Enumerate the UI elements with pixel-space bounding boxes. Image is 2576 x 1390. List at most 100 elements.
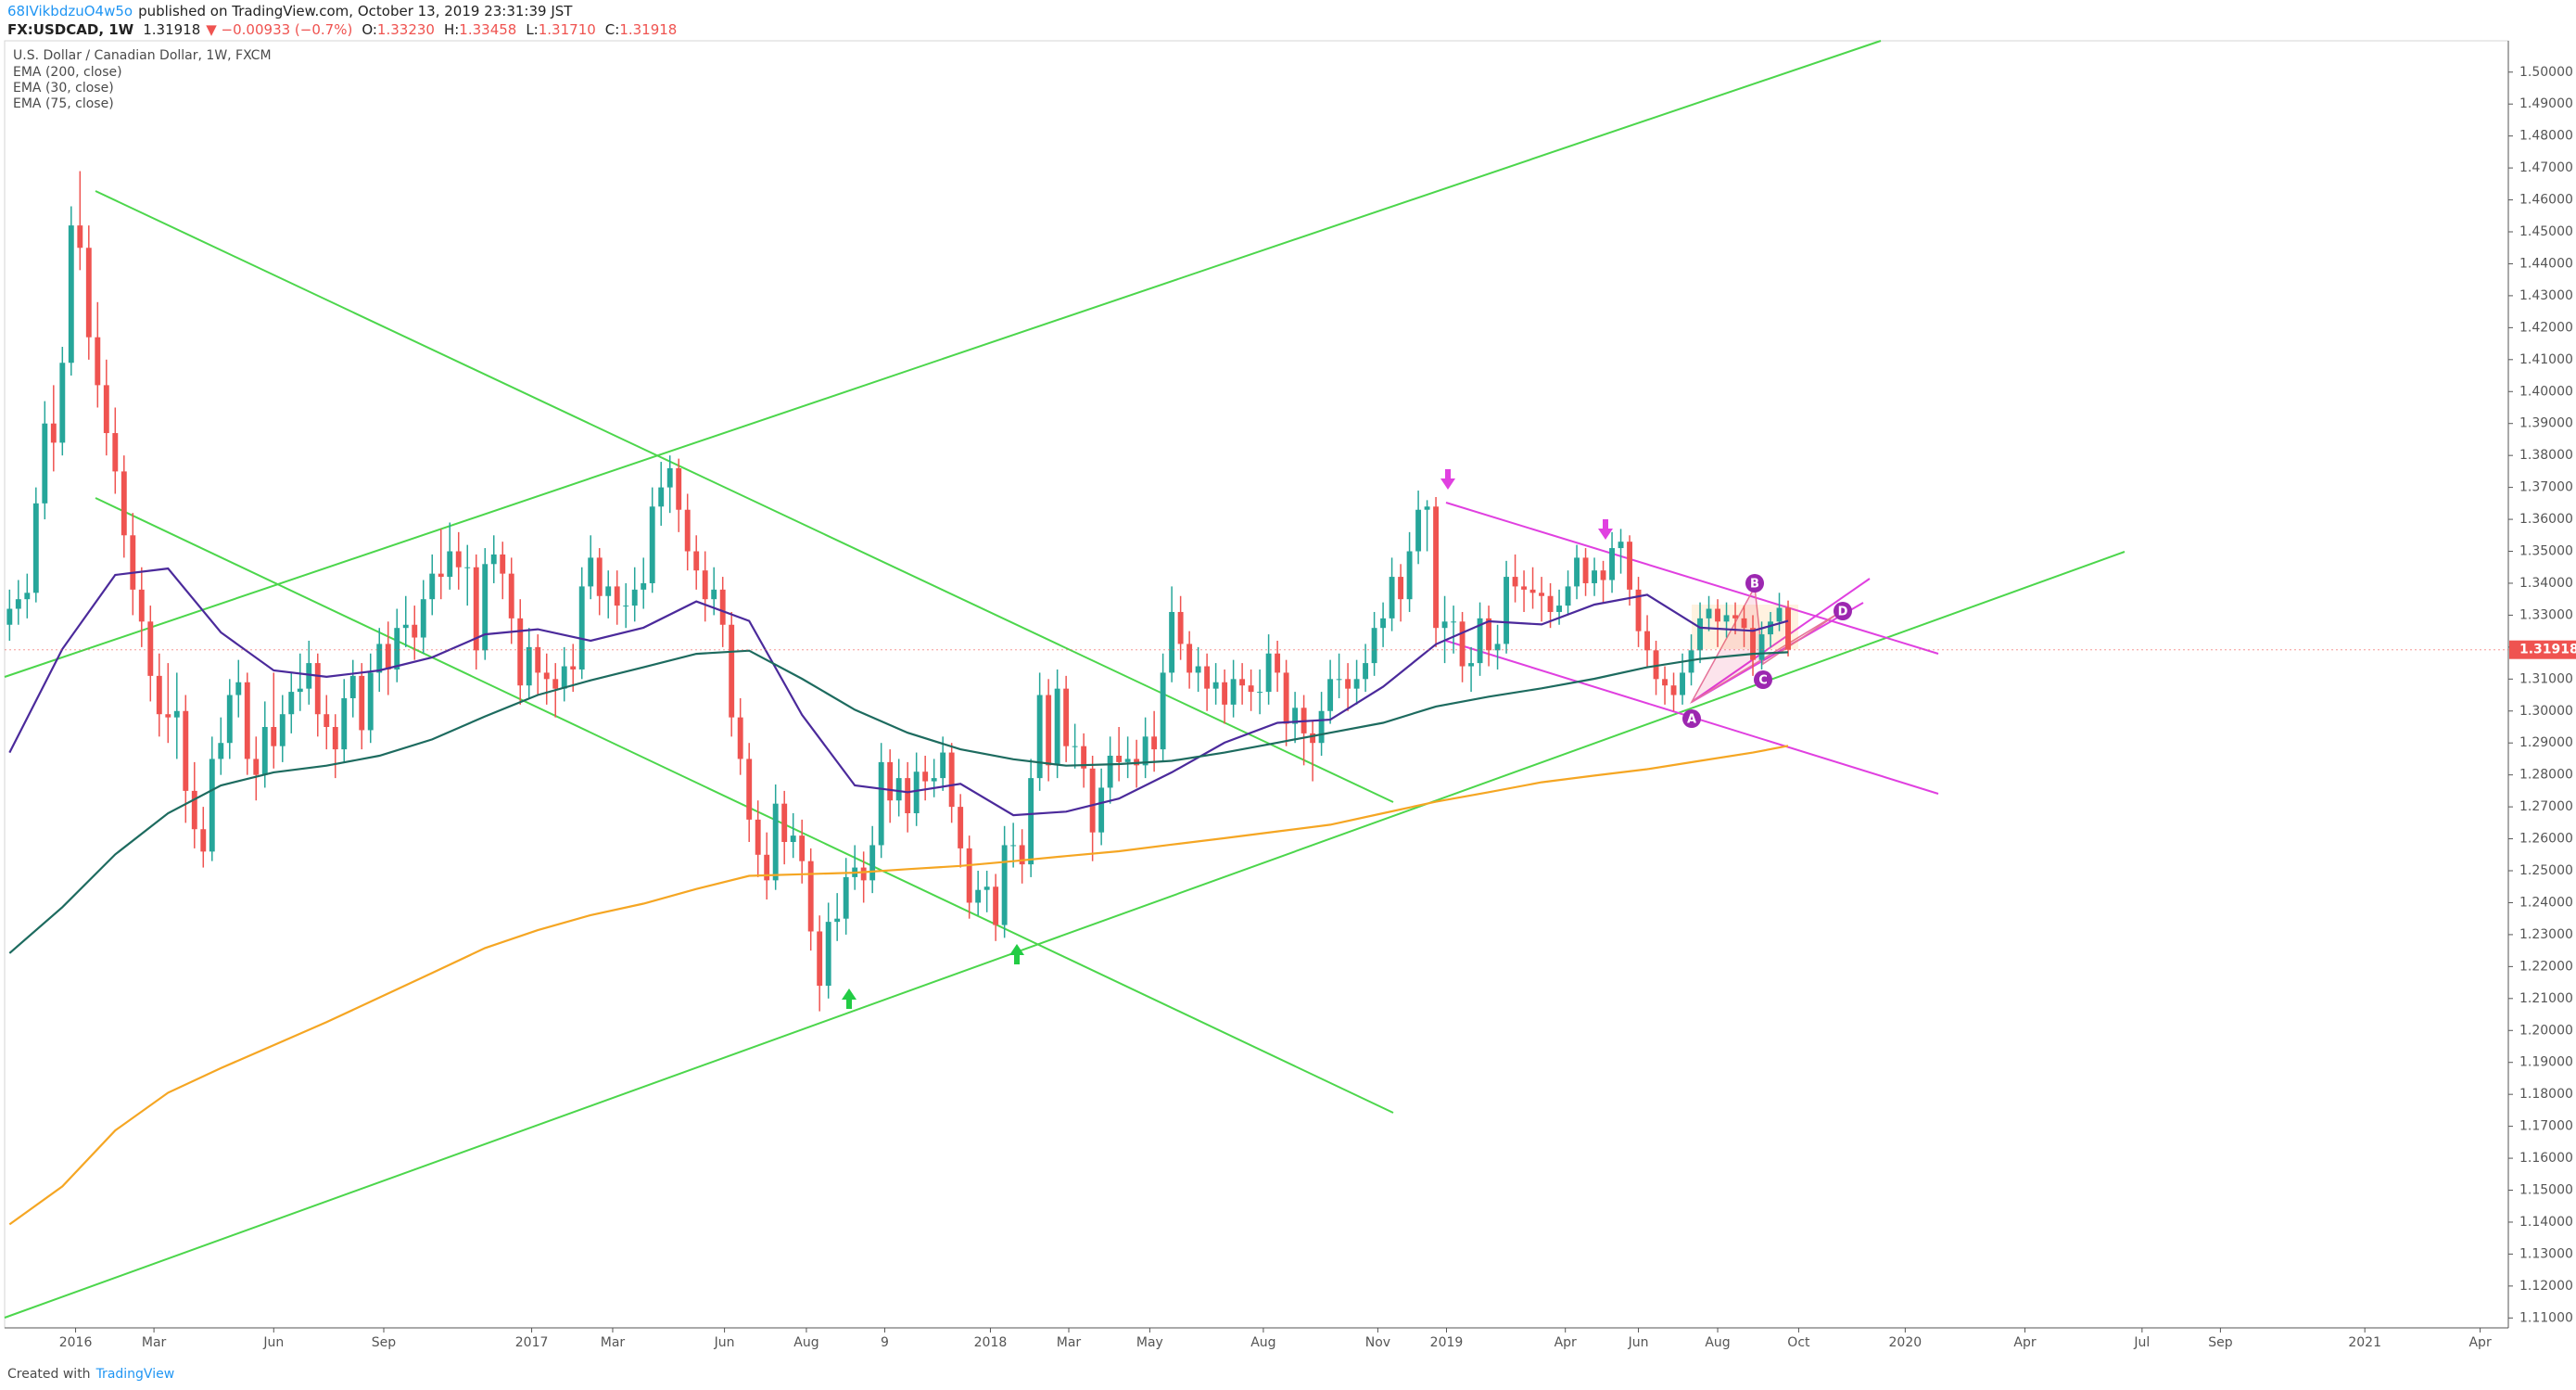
candle-body [112, 433, 119, 472]
pattern-point [1682, 709, 1701, 728]
candle-body [729, 624, 735, 718]
x-tick-label: Sep [2208, 1335, 2233, 1350]
candle-body [895, 778, 902, 801]
candle-body [85, 248, 92, 338]
y-tick-label: 1.26000 [2519, 832, 2573, 847]
candle-body [869, 845, 876, 881]
candle-body [1160, 672, 1166, 750]
candle-body [1019, 845, 1025, 865]
candle-body [1539, 593, 1545, 596]
candle-body [605, 586, 612, 596]
pattern-point [1754, 670, 1772, 689]
candle-body [394, 628, 400, 669]
candle-body [1512, 577, 1518, 587]
candle-body [1265, 653, 1272, 693]
x-tick-label: Aug [1250, 1335, 1275, 1350]
candle-body [975, 889, 982, 903]
candle-body [1556, 606, 1563, 612]
candle-body [1600, 570, 1606, 580]
trend-line [95, 190, 1394, 803]
candle-body [59, 363, 66, 443]
candle-body [288, 692, 295, 715]
candle-body [596, 557, 603, 596]
candle-body [95, 337, 101, 386]
trend-line [1691, 578, 1871, 703]
y-tick-label: 1.24000 [2519, 895, 2573, 910]
candle-body [1292, 708, 1299, 724]
candle-body [77, 225, 83, 249]
candle-body [1028, 778, 1034, 865]
header-line-2: FX:USDCAD, 1W 1.31918 ▼ −0.00933 (−0.7%) O:… [7, 21, 677, 38]
candle-body [412, 624, 418, 638]
candle-body [1504, 577, 1510, 644]
candle-body [482, 564, 489, 651]
x-tick-label: 2016 [59, 1335, 93, 1350]
x-tick-label: Apr [1554, 1335, 1577, 1350]
candle-body [138, 589, 145, 622]
candle-body [649, 506, 655, 583]
y-tick-label: 1.35000 [2519, 544, 2573, 559]
y-tick-label: 1.29000 [2519, 735, 2573, 750]
candle-body [887, 761, 894, 801]
candle-body [807, 861, 814, 932]
candle-body [817, 931, 823, 987]
x-tick-label: 2021 [2348, 1335, 2381, 1350]
candle-body [702, 570, 708, 600]
candle-body [755, 819, 761, 855]
candle-body [614, 586, 620, 606]
candle-body [1063, 688, 1070, 746]
candle-body [631, 589, 638, 606]
candle-body [1001, 845, 1008, 925]
candle-body [455, 551, 462, 567]
x-tick-label: Apr [2013, 1335, 2036, 1350]
candle-body [1785, 607, 1791, 650]
candle-body [173, 710, 180, 718]
candle-body [1627, 542, 1632, 590]
candle-body [332, 726, 338, 750]
candle-body [834, 918, 841, 923]
ema-line [8, 567, 1789, 817]
legend-entry: EMA (200, close) [13, 65, 122, 80]
header-line-1: 68IVikbdzuO4w5o published on TradingView.… [7, 3, 573, 19]
candle-body [578, 586, 585, 669]
candle-body [1195, 666, 1201, 673]
candle-body [1768, 621, 1773, 635]
candle-body [1441, 621, 1448, 629]
candle-body [1248, 685, 1254, 693]
abcd-pattern [1690, 584, 1843, 705]
candle-body [799, 835, 806, 861]
candle-body [32, 503, 39, 593]
candle-body [218, 743, 224, 759]
arrow-up [842, 988, 857, 1009]
candle-body [200, 829, 207, 852]
y-tick-label: 1.25000 [2519, 863, 2573, 878]
legend-entry: EMA (30, close) [13, 81, 114, 96]
candle-body [438, 573, 444, 578]
candle-body [1336, 679, 1342, 681]
candle-body [1565, 586, 1571, 606]
field-label: O: [362, 21, 377, 38]
x-tick-label: May [1136, 1335, 1163, 1350]
y-tick-label: 1.46000 [2519, 193, 2573, 208]
candle-body [367, 672, 374, 731]
candle-body [781, 803, 788, 843]
candle-body [1529, 589, 1536, 593]
trend-line [95, 497, 1394, 1114]
candle-body [1644, 631, 1650, 651]
footer-brand[interactable]: TradingView [95, 1367, 175, 1382]
candle-body [1046, 695, 1052, 766]
y-tick-label: 1.18000 [2519, 1087, 2573, 1102]
candle-body [1072, 746, 1078, 747]
candle-body [1142, 736, 1148, 766]
candle-body [543, 672, 550, 680]
x-tick-label: Apr [2468, 1335, 2491, 1350]
candle-body [103, 385, 109, 434]
candle-body [1283, 672, 1289, 724]
y-tick-label: 1.23000 [2519, 927, 2573, 942]
author[interactable]: 68IVikbdzuO4w5o [7, 3, 133, 19]
candle-body [1036, 695, 1043, 779]
footer: Created with TradingView [7, 1367, 174, 1382]
y-tick-label: 1.40000 [2519, 384, 2573, 399]
